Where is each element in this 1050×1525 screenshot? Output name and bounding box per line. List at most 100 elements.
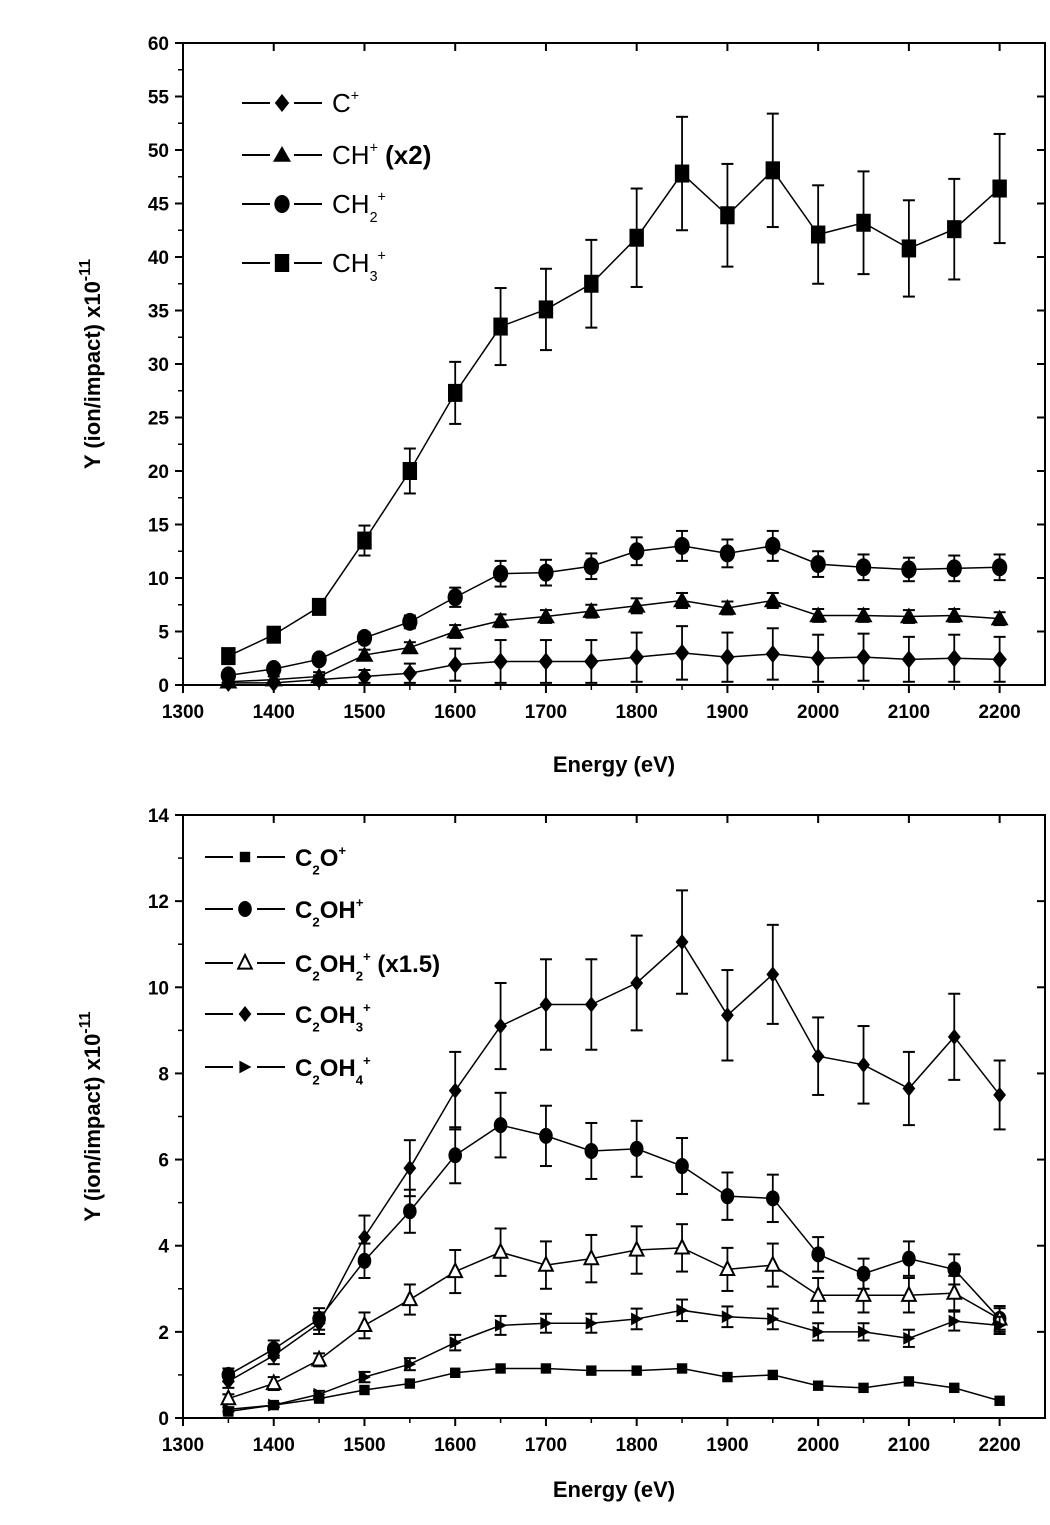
label-subscript: 2 <box>312 862 319 877</box>
data-point <box>765 1190 780 1207</box>
data-point <box>359 1384 370 1396</box>
data-point <box>493 317 508 336</box>
data-point <box>992 650 1007 669</box>
x-tick-label: 2100 <box>888 702 930 723</box>
series-square <box>221 112 1007 666</box>
label-text: OH <box>320 951 356 978</box>
data-point <box>947 220 962 239</box>
data-point <box>583 557 599 576</box>
data-point <box>675 1158 689 1175</box>
data-point <box>629 228 644 247</box>
y-axis-label-text: Y (ion/impact) x10 <box>80 281 105 469</box>
legend-item: C+​ <box>242 88 359 118</box>
series-line <box>228 545 1000 677</box>
data-point <box>857 1325 870 1339</box>
legend-item: C2​OH4​+​ <box>205 1053 371 1087</box>
data-point <box>902 1250 916 1267</box>
x-tick-label: 1600 <box>434 702 476 723</box>
label-text: OH <box>320 1055 356 1082</box>
label-superscript: + <box>363 1053 371 1068</box>
data-point <box>946 559 962 578</box>
y-tick-label: 8 <box>158 1064 169 1085</box>
data-point <box>539 996 553 1013</box>
data-point <box>310 667 329 684</box>
data-point <box>540 1316 553 1330</box>
data-point <box>767 1312 780 1326</box>
data-point <box>266 659 282 678</box>
data-point <box>720 648 735 667</box>
label-subscript: 2 <box>356 968 363 983</box>
data-point <box>356 1315 373 1332</box>
label-superscript: + <box>378 248 386 264</box>
x-tick-label: 2000 <box>797 1435 839 1456</box>
label-subscript: 3 <box>370 269 378 285</box>
data-point <box>450 1367 461 1378</box>
series-line <box>228 1309 1000 1411</box>
chart-panel-2: 1300 1400 1500 1600 1700 1800 1900 2000 2100 2200… <box>77 806 1046 1502</box>
data-point <box>809 1285 827 1302</box>
label-scale-note: (x1.5) <box>371 951 440 978</box>
data-point <box>586 1365 597 1376</box>
legend-item: CH2​+​ <box>242 189 386 226</box>
legend-marker <box>238 1006 252 1022</box>
data-point <box>584 996 598 1013</box>
data-point <box>673 1237 691 1255</box>
label-superscript: + <box>370 140 378 156</box>
series-line <box>228 169 1001 657</box>
data-point <box>810 225 826 244</box>
data-point <box>447 588 463 607</box>
data-point <box>767 1369 778 1381</box>
legend-item: C2​OH+​ <box>205 895 364 929</box>
data-point <box>537 1254 555 1272</box>
data-point <box>310 1349 328 1367</box>
y-tick-label: 10 <box>148 978 169 999</box>
data-point <box>766 966 780 983</box>
x-tick-label: 2200 <box>978 702 1020 723</box>
series-line <box>228 599 1000 683</box>
data-point <box>994 1318 1007 1332</box>
data-point <box>719 544 736 563</box>
data-point <box>582 602 601 618</box>
data-point <box>994 1395 1005 1406</box>
data-point <box>858 1382 869 1394</box>
label-text: OH <box>320 897 356 924</box>
data-point <box>718 598 737 615</box>
chart-panel-1: 1300 1400 1500 1600 1700 1800 1900 2000 2100 2200… <box>77 34 1046 777</box>
data-point <box>221 1373 235 1390</box>
series-diamond <box>221 889 1007 1390</box>
label-text: CH <box>332 189 370 219</box>
label-text: C <box>295 1002 312 1029</box>
data-point <box>400 638 419 655</box>
label-subscript: 2 <box>312 1019 319 1034</box>
data-point <box>903 1331 916 1345</box>
data-point <box>358 1370 371 1384</box>
data-point <box>219 1388 237 1406</box>
data-point <box>221 647 236 666</box>
data-point <box>947 1028 961 1045</box>
y-axis-label-text: Y (ion/impact) x10 <box>80 1034 105 1222</box>
data-point <box>538 300 554 319</box>
series-open-triangle <box>219 1223 1009 1406</box>
legend-label: C2​OH+​ <box>295 895 364 929</box>
x-tick-label: 1500 <box>343 702 385 723</box>
y-tick-label: 35 <box>148 302 170 323</box>
legend-item: C2​OH2​+​ (x1.5) <box>205 949 440 983</box>
label-superscript: + <box>363 1000 371 1015</box>
data-point <box>449 1336 462 1350</box>
y-tick-label: 2 <box>158 1323 169 1344</box>
legend-label: CH2​+​ <box>332 189 386 226</box>
data-point <box>676 1303 689 1317</box>
data-point <box>721 1007 734 1024</box>
data-point <box>495 1363 506 1374</box>
data-point <box>220 666 237 685</box>
data-point <box>446 1261 464 1279</box>
legend-marker <box>274 195 290 213</box>
data-point <box>812 1325 825 1339</box>
y-tick-label: 12 <box>148 892 169 913</box>
data-point <box>404 1378 416 1389</box>
x-tick-label: 2000 <box>797 702 839 723</box>
y-tick-label: 40 <box>148 248 169 269</box>
x-tick-label: 2100 <box>888 1435 930 1456</box>
label-text: C <box>295 897 312 924</box>
data-point <box>494 1018 507 1035</box>
